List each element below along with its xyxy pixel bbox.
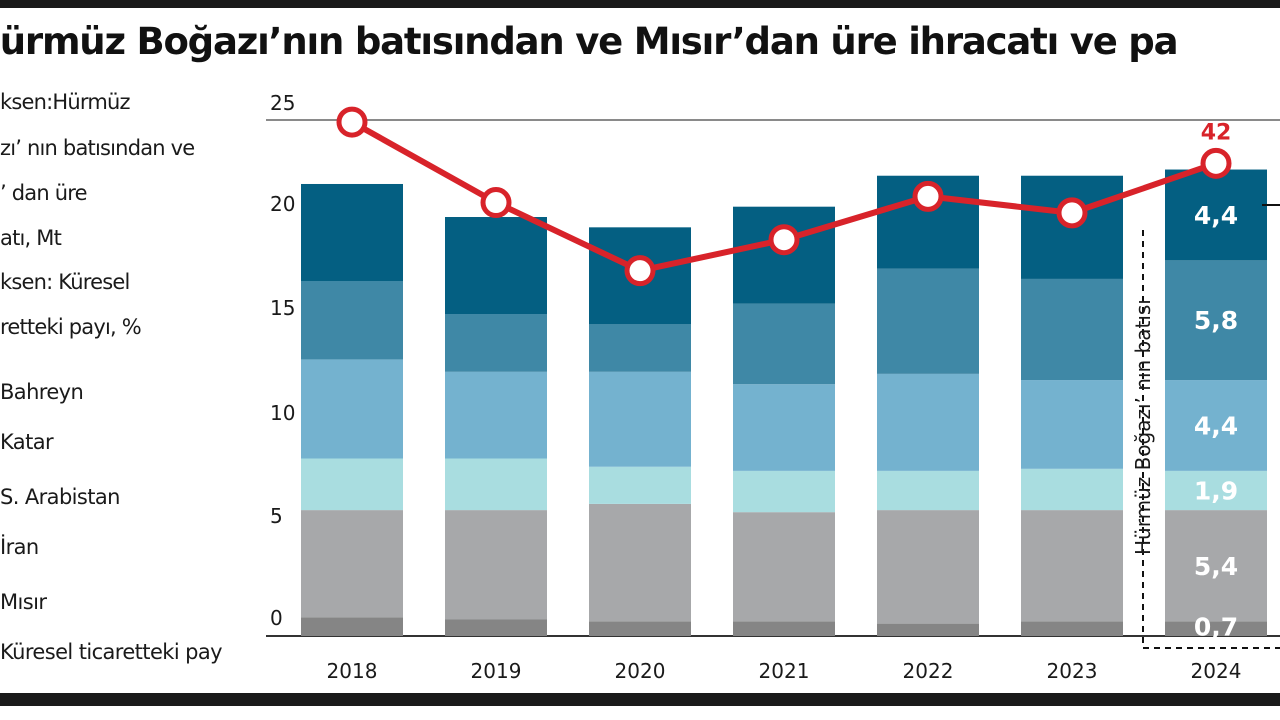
bar-segment: [589, 503, 691, 622]
bar-segment: [1021, 380, 1123, 469]
bar-segment: [733, 384, 835, 471]
bar-segment: [301, 458, 403, 511]
legend-entry-misir: Mısır: [0, 590, 47, 614]
bar-segment: [1165, 260, 1267, 381]
bar-segment: [877, 470, 979, 511]
line-point: [1056, 197, 1088, 229]
bar-segment: [301, 280, 403, 360]
bar-segment: [445, 619, 547, 636]
line-point: [480, 187, 512, 219]
line-point: [912, 180, 944, 212]
bar-segment: [589, 466, 691, 504]
bar-segment: [733, 512, 835, 622]
bar-segment: [589, 371, 691, 467]
x-tick-label: 2019: [471, 659, 522, 683]
bar-segment: [877, 510, 979, 624]
y-tick-label: 10: [270, 401, 295, 425]
bar-data-label: 1,9: [1194, 476, 1238, 505]
description-line: retteki payı, %: [0, 315, 142, 339]
y-tick-label: 20: [270, 192, 295, 216]
bar-segment: [1165, 169, 1267, 261]
x-tick-label: 2018: [327, 659, 378, 683]
bar-segment: [301, 359, 403, 459]
bar-segment: [877, 623, 979, 636]
bar-segment: [1021, 621, 1123, 636]
bar-segment: [1165, 510, 1267, 622]
bar-segment: [445, 458, 547, 511]
bar-segment: [301, 510, 403, 618]
description-line: atı, Mt: [0, 226, 62, 250]
legend-entry-katar: Katar: [0, 430, 54, 454]
bar-data-label: 4,4: [1194, 411, 1238, 440]
x-tick-label: 2021: [759, 659, 810, 683]
bar-segment: [1021, 278, 1123, 381]
top-rule: [0, 0, 1280, 8]
line-point: [1200, 147, 1232, 179]
description-line: ksen: Küresel: [0, 270, 130, 294]
line-point: [624, 255, 656, 287]
bar-data-label: 4,4: [1194, 201, 1238, 230]
x-tick-label: 2023: [1047, 659, 1098, 683]
bar-segment: [1021, 510, 1123, 622]
bar-segment: [1021, 468, 1123, 511]
bar-segment: [1165, 470, 1267, 511]
legend-entry-iran: İran: [0, 535, 39, 559]
chart-title: Hürmüz Boğazı’nın batısından ve Mısır’da…: [0, 20, 1179, 63]
bar-segment: [1165, 380, 1267, 471]
bar-segment: [445, 510, 547, 620]
y-tick-label: 15: [270, 296, 295, 320]
line-point: [768, 224, 800, 256]
y-tick-label: 25: [270, 91, 295, 115]
bar-segment: [733, 303, 835, 385]
bar-segment: [877, 268, 979, 374]
x-tick-label: 2024: [1191, 659, 1242, 683]
bar-segment: [877, 373, 979, 471]
y-tick-label: 5: [270, 504, 283, 528]
bar-segment: [733, 470, 835, 513]
x-tick-label: 2022: [903, 659, 954, 683]
bar-data-label: 5,4: [1194, 552, 1238, 581]
bar-data-label: 5,8: [1194, 306, 1238, 335]
x-tick-label: 2020: [615, 659, 666, 683]
bar-segment: [301, 617, 403, 636]
bar-segment: [589, 621, 691, 636]
bar-segment: [1165, 621, 1267, 636]
description-line: ksen:Hürmüz: [0, 90, 131, 114]
line-point: [336, 106, 368, 138]
bar-segment: [445, 314, 547, 372]
annotation-label: Hürmüz Boğazı’ nın batısı: [1131, 299, 1155, 555]
bar-segment: [589, 324, 691, 372]
annotation-dashed-box: [1142, 230, 1280, 649]
y-tick-label: 0: [270, 606, 283, 630]
bar-segment: [733, 621, 835, 636]
line-point-label: 42: [1201, 120, 1232, 145]
bar-segment: [301, 183, 403, 281]
legend-entry-bahreyn: Bahreyn: [0, 380, 84, 404]
description-line: ’ dan üre: [0, 181, 88, 205]
bar-segment: [445, 217, 547, 315]
description-line: zı’ nın batısından ve: [0, 136, 195, 160]
bar-data-label: 0,7: [1194, 613, 1238, 642]
bottom-strip: [0, 706, 1280, 720]
legend-entry-s-arabistan: S. Arabistan: [0, 485, 120, 509]
legend-entry-global-share: Küresel ticaretteki pay: [0, 640, 223, 664]
bar-segment: [445, 371, 547, 459]
